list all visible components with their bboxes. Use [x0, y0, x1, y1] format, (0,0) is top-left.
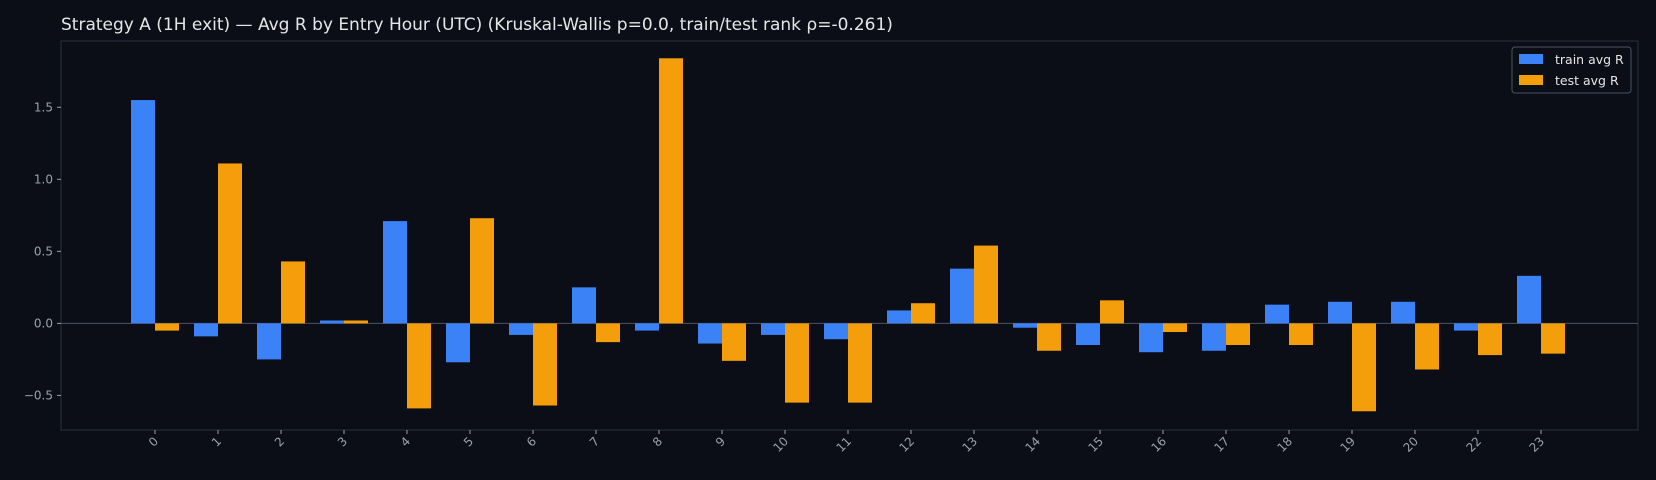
- legend-label-train: train avg R: [1555, 52, 1624, 67]
- y-tick-label: 1.5: [34, 100, 53, 114]
- train-bar-hour-3: [320, 320, 344, 324]
- train-bar-hour-1: [194, 323, 218, 337]
- test-bar-hour-16: [1163, 323, 1187, 333]
- x-tick-label: 5: [461, 434, 476, 449]
- x-tick-label: 4: [398, 434, 413, 449]
- x-tick-label: 8: [650, 434, 665, 449]
- test-bar-hour-7: [596, 323, 620, 343]
- train-bar-hour-11: [824, 323, 848, 340]
- x-tick-label: 10: [770, 434, 791, 455]
- test-bar-hour-8: [659, 58, 683, 324]
- train-bar-hour-8: [635, 323, 659, 331]
- test-bar-hour-18: [1289, 323, 1313, 345]
- x-tick-label: 14: [1022, 434, 1043, 455]
- x-tick-label: 12: [896, 434, 917, 455]
- test-bar-hour-19: [1352, 323, 1376, 412]
- test-bar-hour-14: [1037, 323, 1061, 351]
- train-bar-hour-17: [1202, 323, 1226, 351]
- x-tick-label: 19: [1337, 434, 1358, 455]
- train-bar-hour-0: [131, 100, 155, 324]
- bars-layer: [131, 58, 1565, 412]
- train-bar-hour-4: [383, 221, 407, 324]
- x-tick-label: 3: [335, 434, 350, 449]
- x-tick-label: 6: [524, 434, 539, 449]
- x-tick-label: 18: [1274, 434, 1295, 455]
- x-tick-label: 23: [1526, 434, 1547, 455]
- test-bar-hour-9: [722, 323, 746, 361]
- x-tick-label: 11: [833, 434, 854, 455]
- test-bar-hour-12: [911, 303, 935, 324]
- legend-swatch-test: [1519, 75, 1543, 85]
- test-bar-hour-15: [1100, 300, 1124, 324]
- train-bar-hour-13: [950, 268, 974, 324]
- test-bar-hour-4: [407, 323, 431, 409]
- train-bar-hour-23: [1517, 275, 1541, 324]
- x-tick-label: 0: [146, 434, 161, 449]
- x-tick-label: 7: [587, 434, 602, 449]
- legend-swatch-train: [1519, 54, 1543, 64]
- test-bar-hour-5: [470, 218, 494, 324]
- train-bar-hour-20: [1391, 301, 1415, 324]
- chart-title: Strategy A (1H exit) — Avg R by Entry Ho…: [61, 15, 893, 35]
- test-bar-hour-3: [344, 320, 368, 324]
- legend: train avg R test avg R: [1511, 46, 1632, 94]
- plot-frame: [60, 40, 1639, 431]
- x-tick-label: 1: [209, 434, 224, 449]
- x-tick-label: 13: [959, 434, 980, 455]
- test-bar-hour-17: [1226, 323, 1250, 345]
- x-tick-label: 20: [1400, 434, 1421, 455]
- x-tick-label: 22: [1463, 434, 1484, 455]
- train-bar-hour-15: [1076, 323, 1100, 345]
- test-bar-hour-22: [1478, 323, 1502, 356]
- train-bar-hour-5: [446, 323, 470, 363]
- train-bar-hour-14: [1013, 323, 1037, 328]
- y-tick-label: 0.5: [34, 244, 53, 258]
- train-bar-hour-6: [509, 323, 533, 335]
- train-bar-hour-7: [572, 287, 596, 324]
- test-bar-hour-0: [155, 323, 179, 331]
- x-tick-label: 2: [272, 434, 287, 449]
- test-bar-hour-20: [1415, 323, 1439, 370]
- test-bar-hour-1: [218, 163, 242, 324]
- train-bar-hour-2: [257, 323, 281, 360]
- legend-label-test: test avg R: [1555, 73, 1619, 88]
- x-axis: 0 1 2 3 4 5 6 7 8 9 10 11 12 13 14 15 16 17 18 19 20 22 23: [146, 430, 1547, 455]
- y-tick-label: 0.0: [34, 316, 53, 330]
- test-bar-hour-2: [281, 261, 305, 324]
- y-axis: −0.5 0.0 0.5 1.0 1.5: [24, 100, 61, 402]
- train-bar-hour-16: [1139, 323, 1163, 353]
- x-tick-label: 16: [1148, 434, 1169, 455]
- y-tick-label: 1.0: [34, 172, 53, 186]
- train-bar-hour-19: [1328, 301, 1352, 324]
- train-bar-hour-18: [1265, 304, 1289, 324]
- x-tick-label: 9: [713, 434, 728, 449]
- test-bar-hour-23: [1541, 323, 1565, 354]
- test-bar-hour-11: [848, 323, 872, 403]
- train-bar-hour-22: [1454, 323, 1478, 331]
- x-tick-label: 17: [1211, 434, 1232, 455]
- y-tick-label: −0.5: [24, 388, 53, 402]
- x-tick-label: 15: [1085, 434, 1106, 455]
- train-bar-hour-12: [887, 310, 911, 324]
- test-bar-hour-13: [974, 245, 998, 324]
- train-bar-hour-10: [761, 323, 785, 335]
- test-bar-hour-6: [533, 323, 557, 406]
- train-bar-hour-9: [698, 323, 722, 344]
- test-bar-hour-10: [785, 323, 809, 403]
